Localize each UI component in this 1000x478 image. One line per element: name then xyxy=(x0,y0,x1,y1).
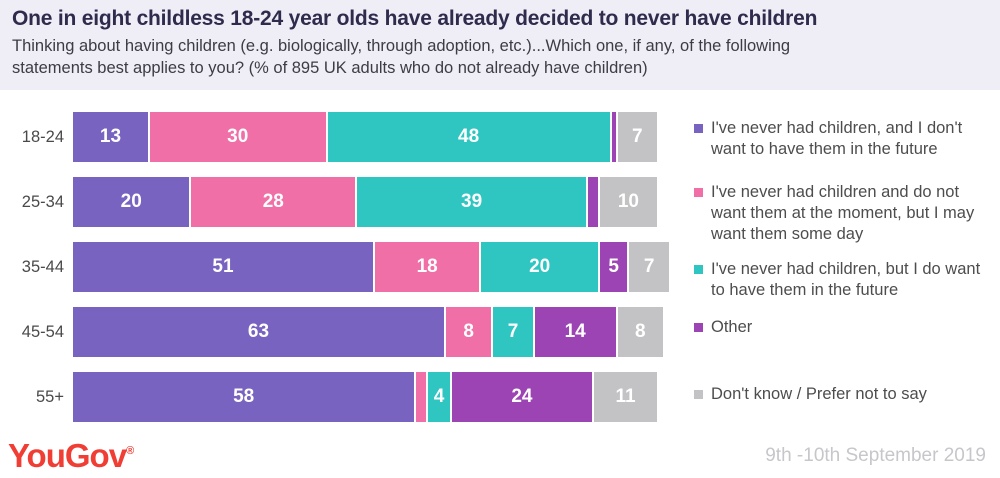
age-group-label: 35-44 xyxy=(21,257,64,276)
legend-label: I've never had children, and I don't wan… xyxy=(711,119,963,158)
chart-subtitle: Thinking about having children (e.g. bio… xyxy=(12,35,988,79)
bar-row-18-24: 18-24 13 30 48 7 xyxy=(8,112,665,162)
bar-segment: 20 xyxy=(73,177,190,227)
bar-segment: 8 xyxy=(617,307,663,357)
bar-segment: 7 xyxy=(629,242,669,292)
legend-label: Don't know / Prefer not to say xyxy=(711,385,927,403)
yougov-logo: YouGov® xyxy=(8,437,134,475)
bar-row-45-54: 45-54 63 8 7 14 8 xyxy=(8,307,665,357)
bar-segment: 24 xyxy=(451,372,592,422)
legend-item: I've never had children and do not want … xyxy=(694,182,996,245)
bar-segment: 58 xyxy=(73,372,415,422)
age-group-label: 55+ xyxy=(36,387,64,406)
segment-value-label: 8 xyxy=(635,321,646,342)
segment-value-label: 30 xyxy=(227,126,249,147)
bar-segment: 10 xyxy=(599,177,658,227)
segment-value-label: 24 xyxy=(511,386,533,407)
legend-item: I've never had children, and I don't wan… xyxy=(694,118,996,160)
subtitle-line-1: Thinking about having children (e.g. bio… xyxy=(12,37,791,55)
bar-segment: 51 xyxy=(73,242,373,292)
segment-value-label: 8 xyxy=(463,321,474,342)
stacked-bar: 63 8 7 14 8 xyxy=(73,307,665,357)
legend-swatch-icon xyxy=(694,124,703,133)
legend-item: Don't know / Prefer not to say xyxy=(694,384,996,405)
stacked-bar-chart: 18-24 13 30 48 7 25-34 20 28 39 10 35-44 51 18 20 5 7 45… xyxy=(8,112,669,437)
segment-value-label: 7 xyxy=(632,126,643,147)
segment-value-label: 20 xyxy=(529,256,551,277)
segment-value-label: 48 xyxy=(458,126,480,147)
segment-value-label: 18 xyxy=(416,256,438,277)
segment-value-label: 63 xyxy=(247,321,270,342)
bar-segment: 5 xyxy=(599,242,628,292)
age-group-label: 45-54 xyxy=(21,322,64,341)
yougov-logo-text: YouGov xyxy=(8,437,127,474)
age-group-label: 18-24 xyxy=(21,127,64,146)
segment-value-label: 7 xyxy=(643,256,655,277)
segment-value-label: 20 xyxy=(120,191,142,212)
segment-value-label: 11 xyxy=(615,386,636,407)
stacked-bar: 13 30 48 7 xyxy=(73,112,665,162)
legend-swatch-icon xyxy=(694,390,703,399)
legend-label: Other xyxy=(711,318,753,336)
header-band: One in eight childless 18-24 year olds h… xyxy=(0,0,1000,90)
segment-value-label: 13 xyxy=(99,126,122,147)
segment-value-label: 7 xyxy=(507,321,519,342)
bar-segment: 30 xyxy=(149,112,326,162)
bar-segment xyxy=(416,372,427,422)
legend-item: Other xyxy=(694,317,996,338)
bar-segment: 63 xyxy=(73,307,444,357)
bar-segment: 28 xyxy=(191,177,356,227)
bar-segment: 18 xyxy=(374,242,480,292)
bar-row-25-34: 25-34 20 28 39 10 xyxy=(8,177,665,227)
chart-legend: I've never had children, and I don't wan… xyxy=(694,118,996,405)
bar-segment: 8 xyxy=(445,307,492,357)
bar-segment: 20 xyxy=(481,242,598,292)
segment-value-label: 58 xyxy=(233,386,255,407)
legend-label: I've never had children, but I do want t… xyxy=(711,260,981,299)
legend-item: I've never had children, but I do want t… xyxy=(694,259,996,301)
segment-value-label: 14 xyxy=(564,321,586,342)
bar-row-55plus: 55+ 58 4 24 11 xyxy=(8,372,665,422)
bar-segment: 13 xyxy=(73,112,148,162)
stacked-bar: 51 18 20 5 7 xyxy=(73,242,669,292)
bar-segment: 14 xyxy=(534,307,616,357)
bar-segment xyxy=(588,177,598,227)
legend-swatch-icon xyxy=(694,188,703,197)
stacked-bar: 20 28 39 10 xyxy=(73,177,665,227)
legend-swatch-icon xyxy=(694,323,703,332)
bar-segment: 48 xyxy=(327,112,610,162)
chart-title: One in eight childless 18-24 year olds h… xyxy=(12,7,818,30)
registered-mark: ® xyxy=(126,445,135,457)
bar-segment: 7 xyxy=(493,307,533,357)
segment-value-label: 4 xyxy=(433,386,445,407)
segment-value-label: 39 xyxy=(461,191,483,212)
stacked-bar: 58 4 24 11 xyxy=(73,372,665,422)
legend-label: I've never had children and do not want … xyxy=(711,183,975,243)
legend-swatch-icon xyxy=(694,265,703,274)
segment-value-label: 10 xyxy=(617,191,639,212)
bar-segment xyxy=(611,112,616,162)
segment-value-label: 28 xyxy=(262,191,284,212)
subtitle-line-2: statements best applies to you? (% of 89… xyxy=(12,59,648,77)
segment-value-label: 51 xyxy=(212,256,234,277)
bar-segment: 11 xyxy=(593,372,658,422)
bar-row-35-44: 35-44 51 18 20 5 7 xyxy=(8,242,669,292)
segment-value-label: 5 xyxy=(608,256,619,277)
bar-segment: 39 xyxy=(357,177,587,227)
bar-segment: 4 xyxy=(428,372,450,422)
fieldwork-date: 9th -10th September 2019 xyxy=(765,445,986,466)
bar-segment: 7 xyxy=(617,112,658,162)
age-group-label: 25-34 xyxy=(21,192,64,211)
